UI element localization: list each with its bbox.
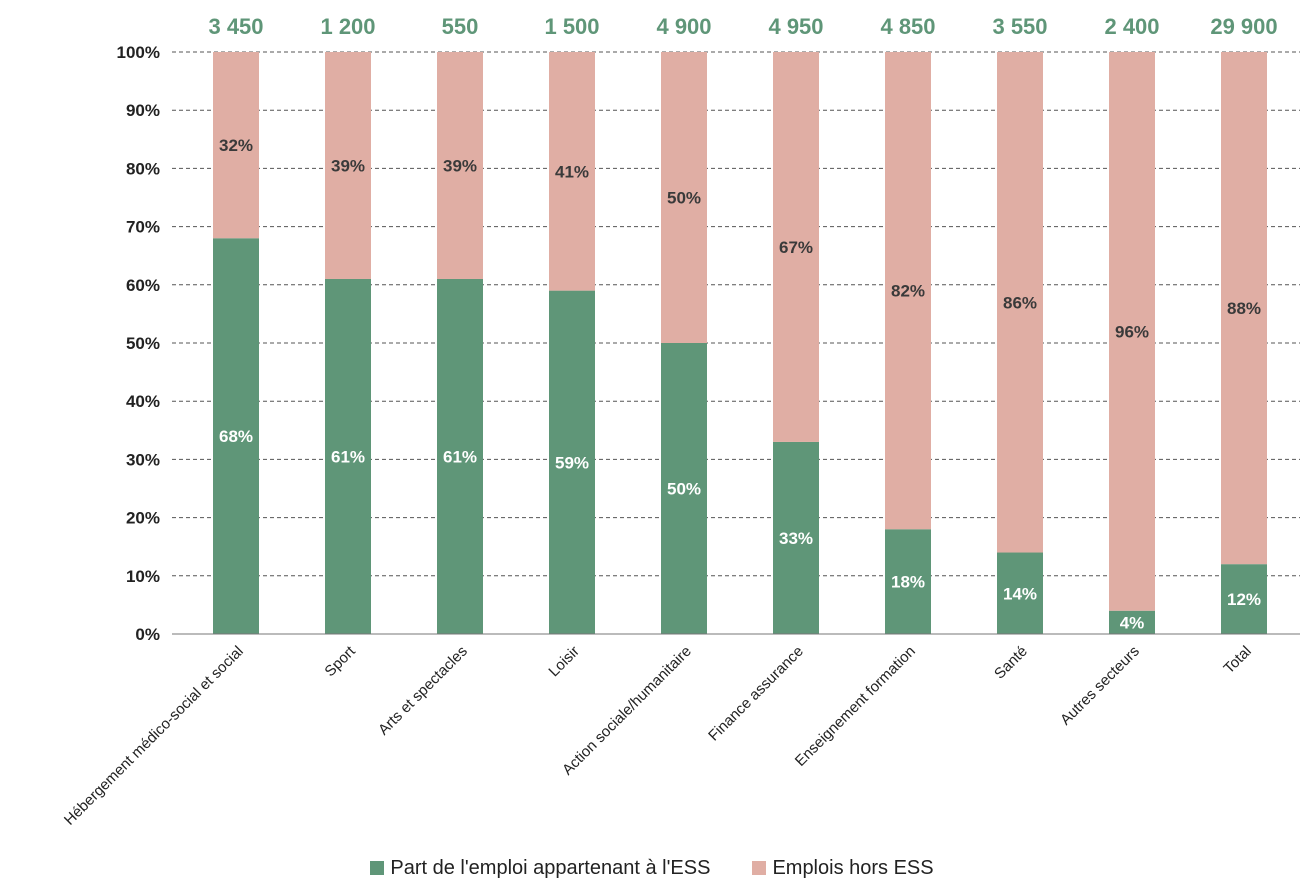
y-tick-label: 10% — [126, 567, 160, 586]
data-label-ess: 4% — [1120, 613, 1145, 632]
data-label-hors-ess: 39% — [443, 156, 477, 175]
bar-hors-ess — [997, 52, 1043, 553]
data-label-hors-ess: 50% — [667, 189, 701, 208]
legend-label-ess: Part de l'emploi appartenant à l'ESS — [390, 856, 711, 879]
bar-ess — [437, 278, 483, 634]
data-label-ess: 12% — [1227, 590, 1261, 609]
bar-total-label: 1 200 — [320, 14, 375, 39]
data-label-ess: 59% — [555, 453, 589, 472]
bar-ess — [1221, 564, 1267, 634]
bar-total-label: 3 550 — [992, 14, 1047, 39]
x-category-label: Autres secteurs — [1057, 643, 1143, 729]
bar-total-label: 4 850 — [880, 14, 935, 39]
y-tick-label: 20% — [126, 509, 160, 528]
data-label-hors-ess: 67% — [779, 238, 813, 257]
y-tick-label: 50% — [126, 334, 160, 353]
bar-ess — [773, 441, 819, 634]
data-label-ess: 61% — [331, 447, 365, 466]
bar-hors-ess — [325, 52, 371, 279]
bar-total-label: 1 500 — [544, 14, 599, 39]
y-tick-label: 0% — [135, 625, 160, 644]
bar-ess — [997, 552, 1043, 634]
data-label-hors-ess: 39% — [331, 156, 365, 175]
stacked-bar-chart: 0% 10% 20% 30% 40% 50% 60% 70% 80% 90% 100% 68% 32% 3… — [61, 14, 1300, 829]
data-label-ess: 61% — [443, 447, 477, 466]
bar-hors-ess — [213, 52, 259, 239]
x-category-label: Santé — [991, 643, 1031, 683]
bar-hors-ess — [773, 52, 819, 442]
bar-hors-ess — [437, 52, 483, 279]
legend: Part de l'emploi appartenant à l'ESS Emp… — [0, 854, 1304, 882]
x-category-label: Finance assurance — [705, 643, 807, 745]
bar-ess — [661, 343, 707, 634]
x-category-label: Hébergement médico-social et social — [61, 643, 247, 829]
legend-item-hors-ess: Emplois hors ESS — [752, 856, 934, 880]
bar-total-label: 2 400 — [1104, 14, 1159, 39]
bar-hors-ess — [1109, 52, 1155, 611]
data-label-ess: 14% — [1003, 584, 1037, 603]
x-category-label: Arts et spectacles — [375, 643, 471, 739]
x-category-label: Total — [1220, 643, 1254, 677]
bar-total-label: 3 450 — [208, 14, 263, 39]
bar-hors-ess — [661, 52, 707, 343]
x-category-label: Action sociale/humanitaire — [559, 643, 695, 779]
bar-total-label: 29 900 — [1210, 14, 1277, 39]
legend-swatch-hors-ess — [752, 861, 767, 875]
bar-ess — [325, 278, 371, 634]
y-tick-label: 30% — [126, 450, 160, 469]
y-tick-label: 40% — [126, 392, 160, 411]
bar-total-label: 4 950 — [768, 14, 823, 39]
x-category-label: Sport — [321, 642, 359, 680]
x-category-label: Enseignement formation — [792, 643, 919, 770]
data-label-ess: 68% — [219, 427, 253, 446]
bar-hors-ess — [885, 52, 931, 530]
data-label-hors-ess: 41% — [555, 162, 589, 181]
data-label-hors-ess: 32% — [219, 136, 253, 155]
legend-item-ess: Part de l'emploi appartenant à l'ESS — [370, 857, 710, 880]
data-label-hors-ess: 86% — [1003, 293, 1037, 312]
bar-ess — [213, 238, 259, 635]
data-label-ess: 18% — [891, 573, 925, 592]
y-tick-label: 70% — [126, 218, 160, 237]
bar-ess — [549, 290, 595, 634]
x-category-label: Loisir — [545, 643, 582, 680]
bar-total-label: 550 — [442, 14, 479, 39]
y-tick-label: 90% — [126, 101, 160, 120]
data-label-hors-ess: 88% — [1227, 299, 1261, 318]
legend-swatch-ess — [370, 861, 385, 875]
bar-hors-ess — [1221, 52, 1267, 565]
y-tick-label: 60% — [126, 276, 160, 295]
data-label-ess: 33% — [779, 529, 813, 548]
bar-ess — [1109, 610, 1155, 634]
y-tick-label: 100% — [117, 43, 160, 62]
bar-total-label: 4 900 — [656, 14, 711, 39]
data-label-ess: 50% — [667, 480, 701, 499]
bar-hors-ess — [549, 52, 595, 291]
y-tick-label: 80% — [126, 159, 160, 178]
data-label-hors-ess: 82% — [891, 282, 925, 301]
legend-label-hors-ess: Emplois hors ESS — [772, 856, 934, 879]
bar-ess — [885, 529, 931, 634]
data-label-hors-ess: 96% — [1115, 322, 1149, 341]
